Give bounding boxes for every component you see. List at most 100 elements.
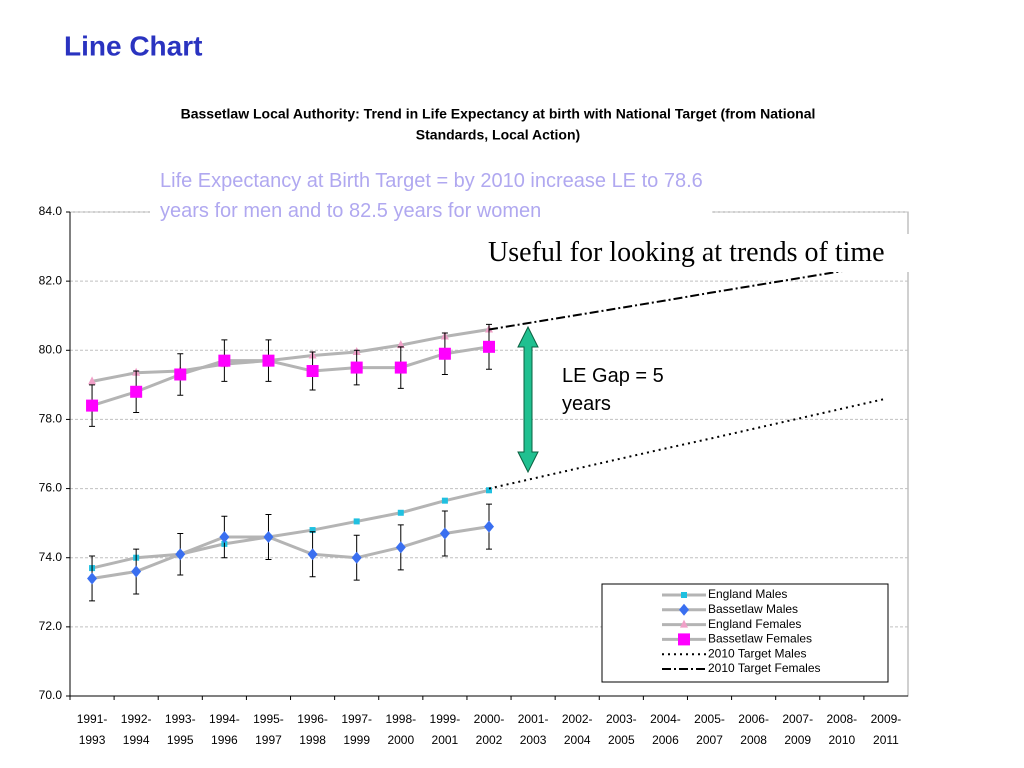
x-tick-label: 2007- [782, 712, 813, 726]
marker [680, 619, 688, 628]
marker [439, 527, 450, 540]
chart-title: Bassetlaw Local Authority: Trend in Life… [181, 106, 816, 122]
legend-label: 2010 Target Males [708, 646, 807, 660]
x-tick-label: 2006 [652, 733, 679, 747]
series-line [91, 488, 490, 570]
x-tick-label: 2001- [518, 712, 549, 726]
marker [483, 340, 495, 353]
plot: 70.0 72.0 74.0 76.0 78.0 80.0 82.0 84.0 1991- 199… [39, 204, 909, 747]
marker [86, 399, 99, 412]
marker [263, 530, 274, 543]
marker [397, 509, 404, 516]
x-tick-label: 1997 [255, 733, 282, 747]
x-tick-label: 2009- [871, 712, 902, 726]
x-tick-label: 2003- [606, 712, 637, 726]
x-tick-label: 2005- [694, 712, 725, 726]
chart-title: Standards, Local Action) [416, 127, 580, 143]
marker [484, 520, 494, 533]
x-tick-label: 2010 [828, 733, 855, 747]
marker [88, 376, 97, 385]
marker [131, 565, 142, 578]
x-tick-label: 1995 [167, 733, 194, 747]
marker [486, 487, 492, 494]
legend-label: Bassetlaw Males [708, 602, 798, 616]
x-tick-label: 1998- [385, 712, 416, 726]
x-tick-label: 1994 [123, 733, 150, 747]
trend-note: Useful for looking at trends of time [484, 234, 978, 272]
x-tick-label: 1997- [341, 712, 372, 726]
y-tick-label: 70.0 [39, 688, 63, 702]
x-tick-label: 2011 [873, 733, 899, 747]
x-tick-label: 1993- [165, 712, 196, 726]
marker [441, 497, 448, 504]
series-line [91, 328, 490, 383]
x-tick-label: 2008 [740, 733, 767, 747]
x-tick-label: 2002 [476, 733, 503, 747]
marker [218, 354, 231, 367]
marker [306, 365, 319, 378]
x-tick-label: 1996- [297, 712, 328, 726]
gap-note: LE Gap = 5 years [562, 365, 664, 415]
x-tick-label: 2003 [520, 733, 547, 747]
x-tick-label: 1994- [209, 712, 240, 726]
x-tick-label: 1992- [121, 712, 152, 726]
y-tick-label: 82.0 [39, 273, 63, 287]
marker [175, 548, 186, 561]
marker [394, 361, 407, 374]
y-tick-label: 72.0 [39, 619, 63, 633]
gap-arrow [517, 325, 539, 474]
marker [438, 347, 451, 360]
series-line [91, 525, 490, 580]
x-tick-label: 1999 [343, 733, 370, 747]
x-tick-label: 2005 [608, 733, 635, 747]
x-tick-label: 1993 [79, 733, 106, 747]
slide-title: Line Chart [64, 30, 202, 61]
marker [351, 551, 362, 564]
marker [262, 354, 275, 367]
y-tick-label: 74.0 [39, 550, 63, 564]
marker [679, 603, 689, 616]
series-line [488, 262, 887, 331]
marker [353, 518, 360, 525]
x-tick-label: 2004- [650, 712, 681, 726]
marker [87, 572, 98, 585]
x-tick-label: 2000 [387, 733, 414, 747]
overlay [517, 325, 539, 474]
legend-label: Bassetlaw Females [708, 632, 812, 646]
marker [396, 340, 405, 349]
legend-label: England Females [708, 617, 801, 631]
x-tick-label: 2007 [696, 733, 723, 747]
x-tick-label: 1999- [430, 712, 461, 726]
y-tick-label: 80.0 [39, 342, 63, 356]
x-tick-label: 2001 [432, 733, 459, 747]
marker [309, 527, 316, 534]
target-note: Life Expectancy at Birth Target = by 201… [150, 166, 712, 226]
marker [678, 633, 690, 646]
marker [130, 385, 143, 398]
x-tick-label: 2006- [738, 712, 769, 726]
y-tick-label: 78.0 [39, 412, 63, 426]
series-line [488, 397, 887, 490]
marker [395, 541, 406, 554]
y-tick-label: 76.0 [39, 481, 63, 495]
marker [307, 548, 318, 561]
marker [219, 530, 230, 543]
legend-label: England Males [708, 587, 787, 601]
marker [350, 361, 363, 374]
x-tick-label: 1998 [299, 733, 326, 747]
x-tick-label: 2004 [564, 733, 591, 747]
x-tick-label: 1991- [77, 712, 108, 726]
x-tick-label: 2009 [784, 733, 811, 747]
legend-label: 2010 Target Females [708, 661, 821, 675]
x-tick-label: 1996 [211, 733, 238, 747]
series-line [91, 345, 490, 408]
x-tick-label: 1995- [253, 712, 284, 726]
marker [681, 592, 687, 598]
y-tick-label: 84.0 [39, 204, 63, 218]
x-tick-label: 2008- [826, 712, 857, 726]
legend-box [601, 583, 889, 683]
marker [174, 368, 187, 381]
